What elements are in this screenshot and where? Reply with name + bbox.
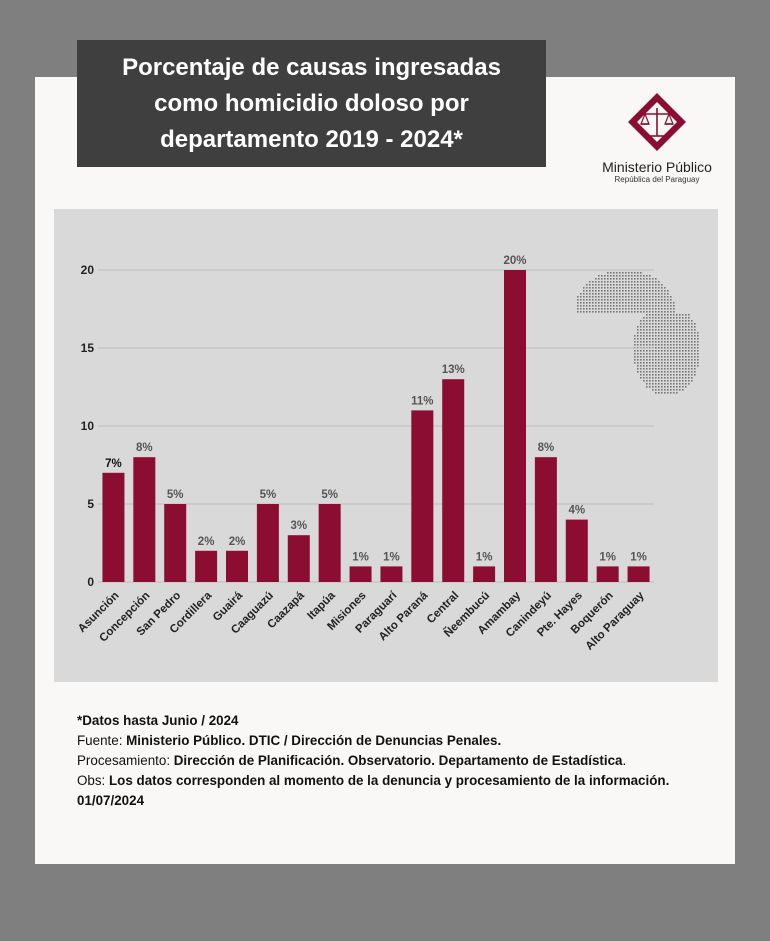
data-label: 20% bbox=[503, 255, 526, 267]
bar-7 bbox=[287, 535, 310, 582]
bar-9 bbox=[349, 566, 372, 582]
note-data-cutoff: *Datos hasta Junio / 2024 bbox=[77, 713, 239, 728]
bar-15 bbox=[534, 457, 557, 582]
note-source-label: Fuente: bbox=[77, 733, 127, 748]
data-label: 2% bbox=[229, 536, 246, 548]
data-label: 1% bbox=[352, 551, 369, 563]
y-tick-label: 5 bbox=[87, 497, 94, 511]
data-label: 5% bbox=[260, 489, 277, 501]
y-tick-label: 0 bbox=[87, 575, 94, 589]
logo-name: Ministerio Público bbox=[602, 159, 712, 175]
data-label: 2% bbox=[198, 536, 215, 548]
note-date: 01/07/2024 bbox=[77, 793, 145, 808]
data-label: 1% bbox=[476, 551, 493, 563]
bar-14 bbox=[504, 270, 526, 582]
logo-subtitle: República del Paraguay bbox=[614, 175, 700, 184]
bar-17 bbox=[596, 566, 619, 582]
data-label: 3% bbox=[290, 520, 307, 532]
title-box: Porcentaje de causas ingresadas como hom… bbox=[77, 40, 546, 167]
scales-of-justice-icon bbox=[628, 93, 686, 151]
bar-5 bbox=[226, 550, 248, 582]
bar-3 bbox=[164, 504, 187, 582]
x-tick-label: Alto Paraguay bbox=[584, 589, 648, 653]
data-label: 4% bbox=[568, 505, 585, 517]
note-source-value: Ministerio Público. DTIC / Dirección de … bbox=[126, 733, 502, 748]
data-label: 5% bbox=[321, 489, 338, 501]
bar-10 bbox=[380, 566, 403, 582]
note-processing-end: . bbox=[622, 753, 627, 768]
data-label: 1% bbox=[599, 551, 616, 563]
note-obs-label: Obs: bbox=[77, 773, 109, 788]
notes: *Datos hasta Junio / 2024 Fuente: Minist… bbox=[77, 711, 717, 811]
note-obs-value: Los datos corresponden al momento de la … bbox=[109, 773, 670, 788]
y-tick-label: 20 bbox=[81, 263, 95, 277]
paraguay-map-icon bbox=[577, 272, 699, 394]
bar-4 bbox=[195, 550, 218, 582]
data-label: 1% bbox=[630, 551, 647, 563]
data-label: 7% bbox=[105, 458, 122, 470]
bar-11 bbox=[411, 410, 434, 582]
bar-1 bbox=[102, 472, 125, 582]
data-label: 13% bbox=[442, 364, 465, 376]
chart-title: Porcentaje de causas ingresadas como hom… bbox=[122, 53, 501, 153]
data-label: 5% bbox=[167, 489, 184, 501]
data-label: 8% bbox=[136, 442, 153, 454]
note-processing-value: Dirección de Planificación. Observatorio… bbox=[173, 753, 623, 768]
y-tick-label: 10 bbox=[81, 419, 95, 433]
bar-18 bbox=[627, 566, 650, 582]
note-processing-label: Procesamiento: bbox=[77, 753, 174, 768]
data-label: 11% bbox=[411, 395, 433, 407]
data-label: 8% bbox=[538, 442, 555, 454]
data-label: 1% bbox=[383, 551, 400, 563]
bar-2 bbox=[133, 457, 156, 582]
y-tick-label: 15 bbox=[81, 341, 95, 355]
bar-8 bbox=[318, 504, 341, 582]
logo: Ministerio Público República del Paragua… bbox=[592, 92, 722, 184]
bar-12 bbox=[442, 379, 465, 582]
bar-6 bbox=[256, 504, 279, 582]
bar-13 bbox=[473, 566, 496, 582]
chart-panel: 0 5 10 15 20 7% Asunción 8% Concepción 5% San Pedr… bbox=[54, 209, 718, 682]
bar-16 bbox=[565, 519, 588, 582]
